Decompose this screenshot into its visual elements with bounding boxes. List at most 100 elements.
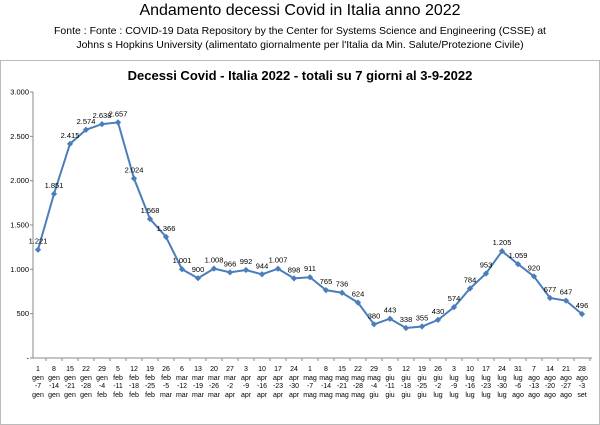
x-tick-label: 5 giu -11 giu xyxy=(385,366,395,399)
marker xyxy=(226,269,234,276)
data-label: 736 xyxy=(336,280,349,289)
x-tick-label: 3 lug -9 lug xyxy=(449,366,459,399)
y-tick-label: 1.500 xyxy=(10,221,29,230)
data-label: 992 xyxy=(240,257,253,266)
x-tick-label: 26 feb -5 mar xyxy=(159,366,173,399)
data-label: 1.568 xyxy=(141,206,160,215)
x-tick-label: 1 mag -7 mag xyxy=(303,366,317,399)
x-tick-label: 24 apr -30 apr xyxy=(288,366,300,399)
data-label: 1.366 xyxy=(157,224,176,233)
x-tick-label: 3 apr -9 apr xyxy=(240,366,252,399)
marker xyxy=(466,285,474,292)
marker xyxy=(562,297,570,304)
data-label: 380 xyxy=(368,311,381,320)
x-tick-label: 24 lug -30 lug xyxy=(496,366,508,399)
data-label: 900 xyxy=(192,265,205,274)
y-tick-label: - xyxy=(27,354,30,363)
x-tick-label: 12 giu -18 giu xyxy=(400,366,412,399)
marker xyxy=(114,119,122,126)
data-label: 966 xyxy=(224,259,237,268)
marker xyxy=(434,316,442,323)
x-tick-label: 26 giu -2 lug xyxy=(433,366,443,399)
x-tick-label: 22 gen -28 gen xyxy=(80,366,92,399)
marker xyxy=(130,175,138,182)
data-label: 624 xyxy=(352,290,365,299)
x-tick-label: 20 mar -26 mar xyxy=(207,366,221,399)
data-line xyxy=(37,121,583,330)
marker xyxy=(98,120,106,128)
data-label: 898 xyxy=(288,265,301,274)
marker xyxy=(514,260,522,268)
marker xyxy=(386,315,394,322)
data-label: 953 xyxy=(480,261,493,270)
x-tick-label: 12 feb -18 feb xyxy=(128,366,140,399)
marker xyxy=(34,246,42,253)
marker xyxy=(258,271,266,278)
data-label: 677 xyxy=(544,285,557,294)
x-tick-label: 17 lug -23 lug xyxy=(480,366,492,399)
x-tick-label: 19 feb -25 feb xyxy=(144,366,156,399)
marker xyxy=(322,287,330,294)
y-tick-label: 3.000 xyxy=(10,88,29,97)
chart-title: Decessi Covid - Italia 2022 - totali su … xyxy=(128,68,473,83)
data-label: 1.205 xyxy=(493,238,512,247)
x-tick-label: 7 ago -13 ago xyxy=(528,366,540,399)
data-label: 2.024 xyxy=(125,166,144,175)
data-label: 430 xyxy=(432,307,445,316)
x-tick-label: 31 lug -6 ago xyxy=(512,366,524,399)
marker xyxy=(162,233,170,240)
marker xyxy=(402,324,410,332)
data-label: 765 xyxy=(320,277,333,286)
marker xyxy=(354,299,362,306)
data-label: 1.001 xyxy=(173,256,192,265)
x-tick-label: 19 giu -25 giu xyxy=(416,366,428,399)
data-label: 2.415 xyxy=(61,131,80,140)
x-tick-label: 28 ago -3 set xyxy=(576,366,588,399)
marker xyxy=(418,323,426,330)
marker xyxy=(66,140,74,147)
data-label: 1.007 xyxy=(269,256,288,265)
marker xyxy=(370,321,378,328)
x-tick-label: 17 apr -23 apr xyxy=(272,366,284,399)
x-tick-label: 8 gen -14 gen xyxy=(48,366,60,399)
data-label: 911 xyxy=(304,264,316,273)
data-label: 1.851 xyxy=(45,181,64,190)
data-label: 574 xyxy=(448,294,461,303)
x-tick-label: 5 feb -11 feb xyxy=(113,366,123,399)
marker xyxy=(338,289,346,296)
page-title: Andamento decessi Covid in Italia anno 2… xyxy=(139,2,461,19)
x-tick-label: 1 gen -7 gen xyxy=(32,366,44,399)
data-label: 2.574 xyxy=(77,117,96,126)
x-tick-label: 10 lug -16 lug xyxy=(464,366,476,399)
marker xyxy=(274,265,282,272)
y-tick-label: 1.000 xyxy=(10,265,29,274)
source-line: Fonte : Fonte : COVID-19 Data Repository… xyxy=(54,25,546,37)
marker xyxy=(306,274,314,281)
marker xyxy=(50,190,58,197)
x-tick-label: 21 ago -27 ago xyxy=(560,366,572,399)
data-label: 1.008 xyxy=(205,256,224,265)
marker xyxy=(450,303,458,311)
data-label: 920 xyxy=(528,263,541,272)
x-tick-label: 29 mag -4 giu xyxy=(367,366,381,399)
data-label: 784 xyxy=(464,275,477,284)
x-tick-label: 13 mar -19 mar xyxy=(191,366,205,399)
y-tick-label: 500 xyxy=(16,309,29,318)
marker xyxy=(546,294,554,302)
marker xyxy=(290,275,298,282)
data-label: 355 xyxy=(416,314,429,323)
x-tick-label: 27 mar -2 apr xyxy=(223,366,237,399)
y-tick-label: 2.000 xyxy=(10,176,29,185)
y-tick-label: 2.500 xyxy=(10,132,29,141)
x-tick-label: 8 mag -14 mag xyxy=(319,366,333,399)
marker xyxy=(242,266,250,274)
x-tick-label: 15 gen -21 gen xyxy=(64,366,76,399)
data-label: 1.059 xyxy=(509,251,528,260)
x-tick-label: 10 apr -16 apr xyxy=(256,366,268,399)
x-tick-label: 29 gen -4 feb xyxy=(96,366,108,399)
marker xyxy=(482,270,490,277)
x-tick-label: 14 ago -20 ago xyxy=(544,366,556,399)
data-label: 1.221 xyxy=(29,237,48,246)
